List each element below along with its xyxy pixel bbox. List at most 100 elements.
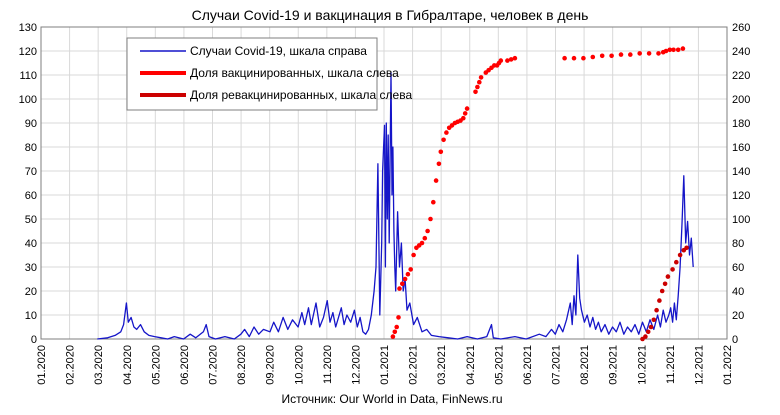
y-left-tick-label: 80 [25,142,37,154]
series-point [645,329,651,335]
series-point [646,51,652,56]
y-right-tick-label: 200 [732,94,750,106]
y-right-tick-label: 0 [732,334,738,346]
series-point [438,149,444,155]
series-point [609,53,614,59]
x-tick-label: 01.2021 [379,345,391,385]
series-point [643,334,648,339]
series-point [425,228,430,234]
y-right-axis: 0 20 40 60 80 100 120 140 160 180 200 220 240 260 [732,22,750,346]
series-point [657,298,662,303]
y-left-tick-label: 60 [25,190,37,202]
x-tick-label: 01.2022 [722,345,734,385]
series-point [670,267,675,272]
series-line [97,71,694,340]
y-right-tick-label: 100 [732,214,750,226]
series-point [651,317,657,323]
series-point [392,329,398,335]
y-left-tick-label: 130 [19,22,37,34]
y-right-tick-label: 260 [732,22,750,34]
series-vaccinated [390,46,686,339]
series-point [674,259,679,265]
x-axis: 01.2020 02.2020 03.2020 04.2020 05.2020 06.20… [36,345,734,385]
series-point [400,281,405,287]
y-left-tick-label: 30 [25,262,37,274]
x-tick-label: 12.2021 [693,345,705,385]
series-point [396,315,401,320]
series-point [677,252,683,258]
series-point [581,55,586,61]
series-revaccinated [640,245,689,342]
series-point [433,178,439,183]
series-point [508,57,514,62]
x-tick-label: 05.2021 [493,345,505,385]
y-left-tick-label: 110 [19,70,37,82]
series-point [671,47,676,53]
series-cases [97,71,694,340]
series-point [505,58,510,63]
series-point [436,161,442,167]
series-point [461,115,466,121]
series-point [477,79,482,85]
x-tick-label: 11.2021 [665,345,677,384]
series-point [419,240,425,246]
series-point [663,48,669,54]
x-tick-label: 12.2020 [350,345,362,385]
y-left-tick-label: 70 [25,166,37,178]
series-point [648,324,654,330]
series-point [431,199,436,205]
series-point [498,58,504,63]
x-tick-label: 06.2021 [522,345,534,385]
series-point [562,55,567,61]
series-point [659,288,665,294]
series-point [397,286,402,291]
series-point [599,53,605,59]
series-point [618,52,624,57]
series-point [662,281,668,287]
y-right-tick-label: 40 [732,286,744,298]
x-tick-label: 02.2020 [65,345,77,385]
series-point [628,52,633,57]
series-point [394,324,400,330]
series-point [654,307,659,313]
series-point [571,55,577,61]
y-right-tick-label: 240 [732,46,750,58]
y-right-tick-label: 80 [732,238,744,250]
series-point [402,276,408,282]
series-point [390,334,396,339]
y-right-tick-label: 140 [732,166,750,178]
legend-label-revaccinated: Доля ревакцинированных, шкала слева [190,88,412,102]
series-point [656,51,661,56]
series-layer [97,46,694,342]
x-tick-label: 07.2021 [551,345,563,385]
series-point [512,55,518,61]
series-point [675,47,681,53]
x-tick-label: 08.2021 [579,345,591,385]
x-tick-label: 02.2021 [408,345,420,385]
x-tick-label: 09.2021 [608,345,620,385]
y-right-tick-label: 220 [732,70,750,82]
x-tick-label: 08.2020 [236,345,248,385]
series-point [405,271,411,277]
y-right-tick-label: 20 [732,310,744,322]
series-point [444,130,449,135]
legend-label-vaccinated: Доля вакцинированных, шкала слева [190,66,399,80]
x-tick-label: 09.2020 [265,345,277,385]
y-right-tick-label: 180 [732,118,750,130]
series-point [590,54,596,60]
series-point [680,46,686,51]
y-right-tick-label: 60 [732,262,744,274]
series-point [441,137,446,143]
plot-area [40,26,728,340]
x-tick-label: 10.2020 [293,345,305,385]
x-tick-label: 03.2021 [436,345,448,385]
series-point [422,235,428,241]
legend: Случаи Covid-19, шкала справа Доля вакци… [126,37,412,111]
series-point [684,245,689,251]
y-left-tick-label: 100 [19,94,37,106]
series-point [464,106,470,111]
y-right-tick-label: 160 [732,142,750,154]
series-point [473,89,478,95]
